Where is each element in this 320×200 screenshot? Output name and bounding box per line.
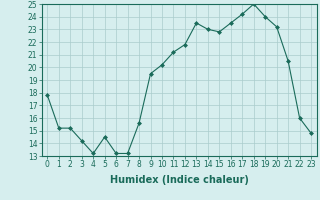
X-axis label: Humidex (Indice chaleur): Humidex (Indice chaleur) bbox=[110, 175, 249, 185]
